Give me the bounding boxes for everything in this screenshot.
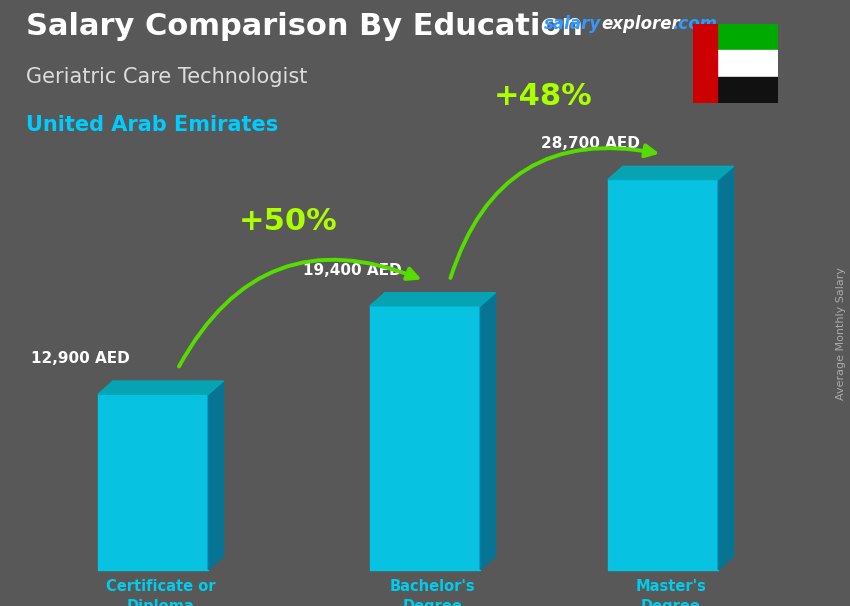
Polygon shape (98, 395, 208, 570)
Polygon shape (608, 179, 718, 570)
Text: Average Monthly Salary: Average Monthly Salary (836, 267, 846, 400)
Polygon shape (608, 166, 734, 179)
Text: 28,700 AED: 28,700 AED (541, 136, 640, 151)
Polygon shape (370, 293, 496, 306)
Text: 12,900 AED: 12,900 AED (31, 351, 130, 366)
Bar (693, 24, 778, 50)
Text: .com: .com (672, 15, 717, 33)
Bar (693, 24, 717, 103)
Text: Master's
Degree: Master's Degree (635, 579, 706, 606)
Bar (693, 50, 778, 77)
Text: 19,400 AED: 19,400 AED (303, 262, 402, 278)
Text: +48%: +48% (494, 82, 592, 111)
Text: Bachelor's
Degree: Bachelor's Degree (390, 579, 475, 606)
Text: Certificate or
Diploma: Certificate or Diploma (106, 579, 215, 606)
Polygon shape (98, 381, 224, 395)
Text: United Arab Emirates: United Arab Emirates (26, 115, 278, 135)
Text: salary: salary (544, 15, 601, 33)
Text: Geriatric Care Technologist: Geriatric Care Technologist (26, 67, 307, 87)
Bar (693, 77, 778, 103)
Text: Salary Comparison By Education: Salary Comparison By Education (26, 12, 582, 41)
Polygon shape (208, 381, 224, 570)
Text: explorer: explorer (602, 15, 681, 33)
Text: +50%: +50% (239, 207, 337, 236)
Polygon shape (370, 306, 480, 570)
Polygon shape (480, 293, 496, 570)
Polygon shape (718, 166, 734, 570)
